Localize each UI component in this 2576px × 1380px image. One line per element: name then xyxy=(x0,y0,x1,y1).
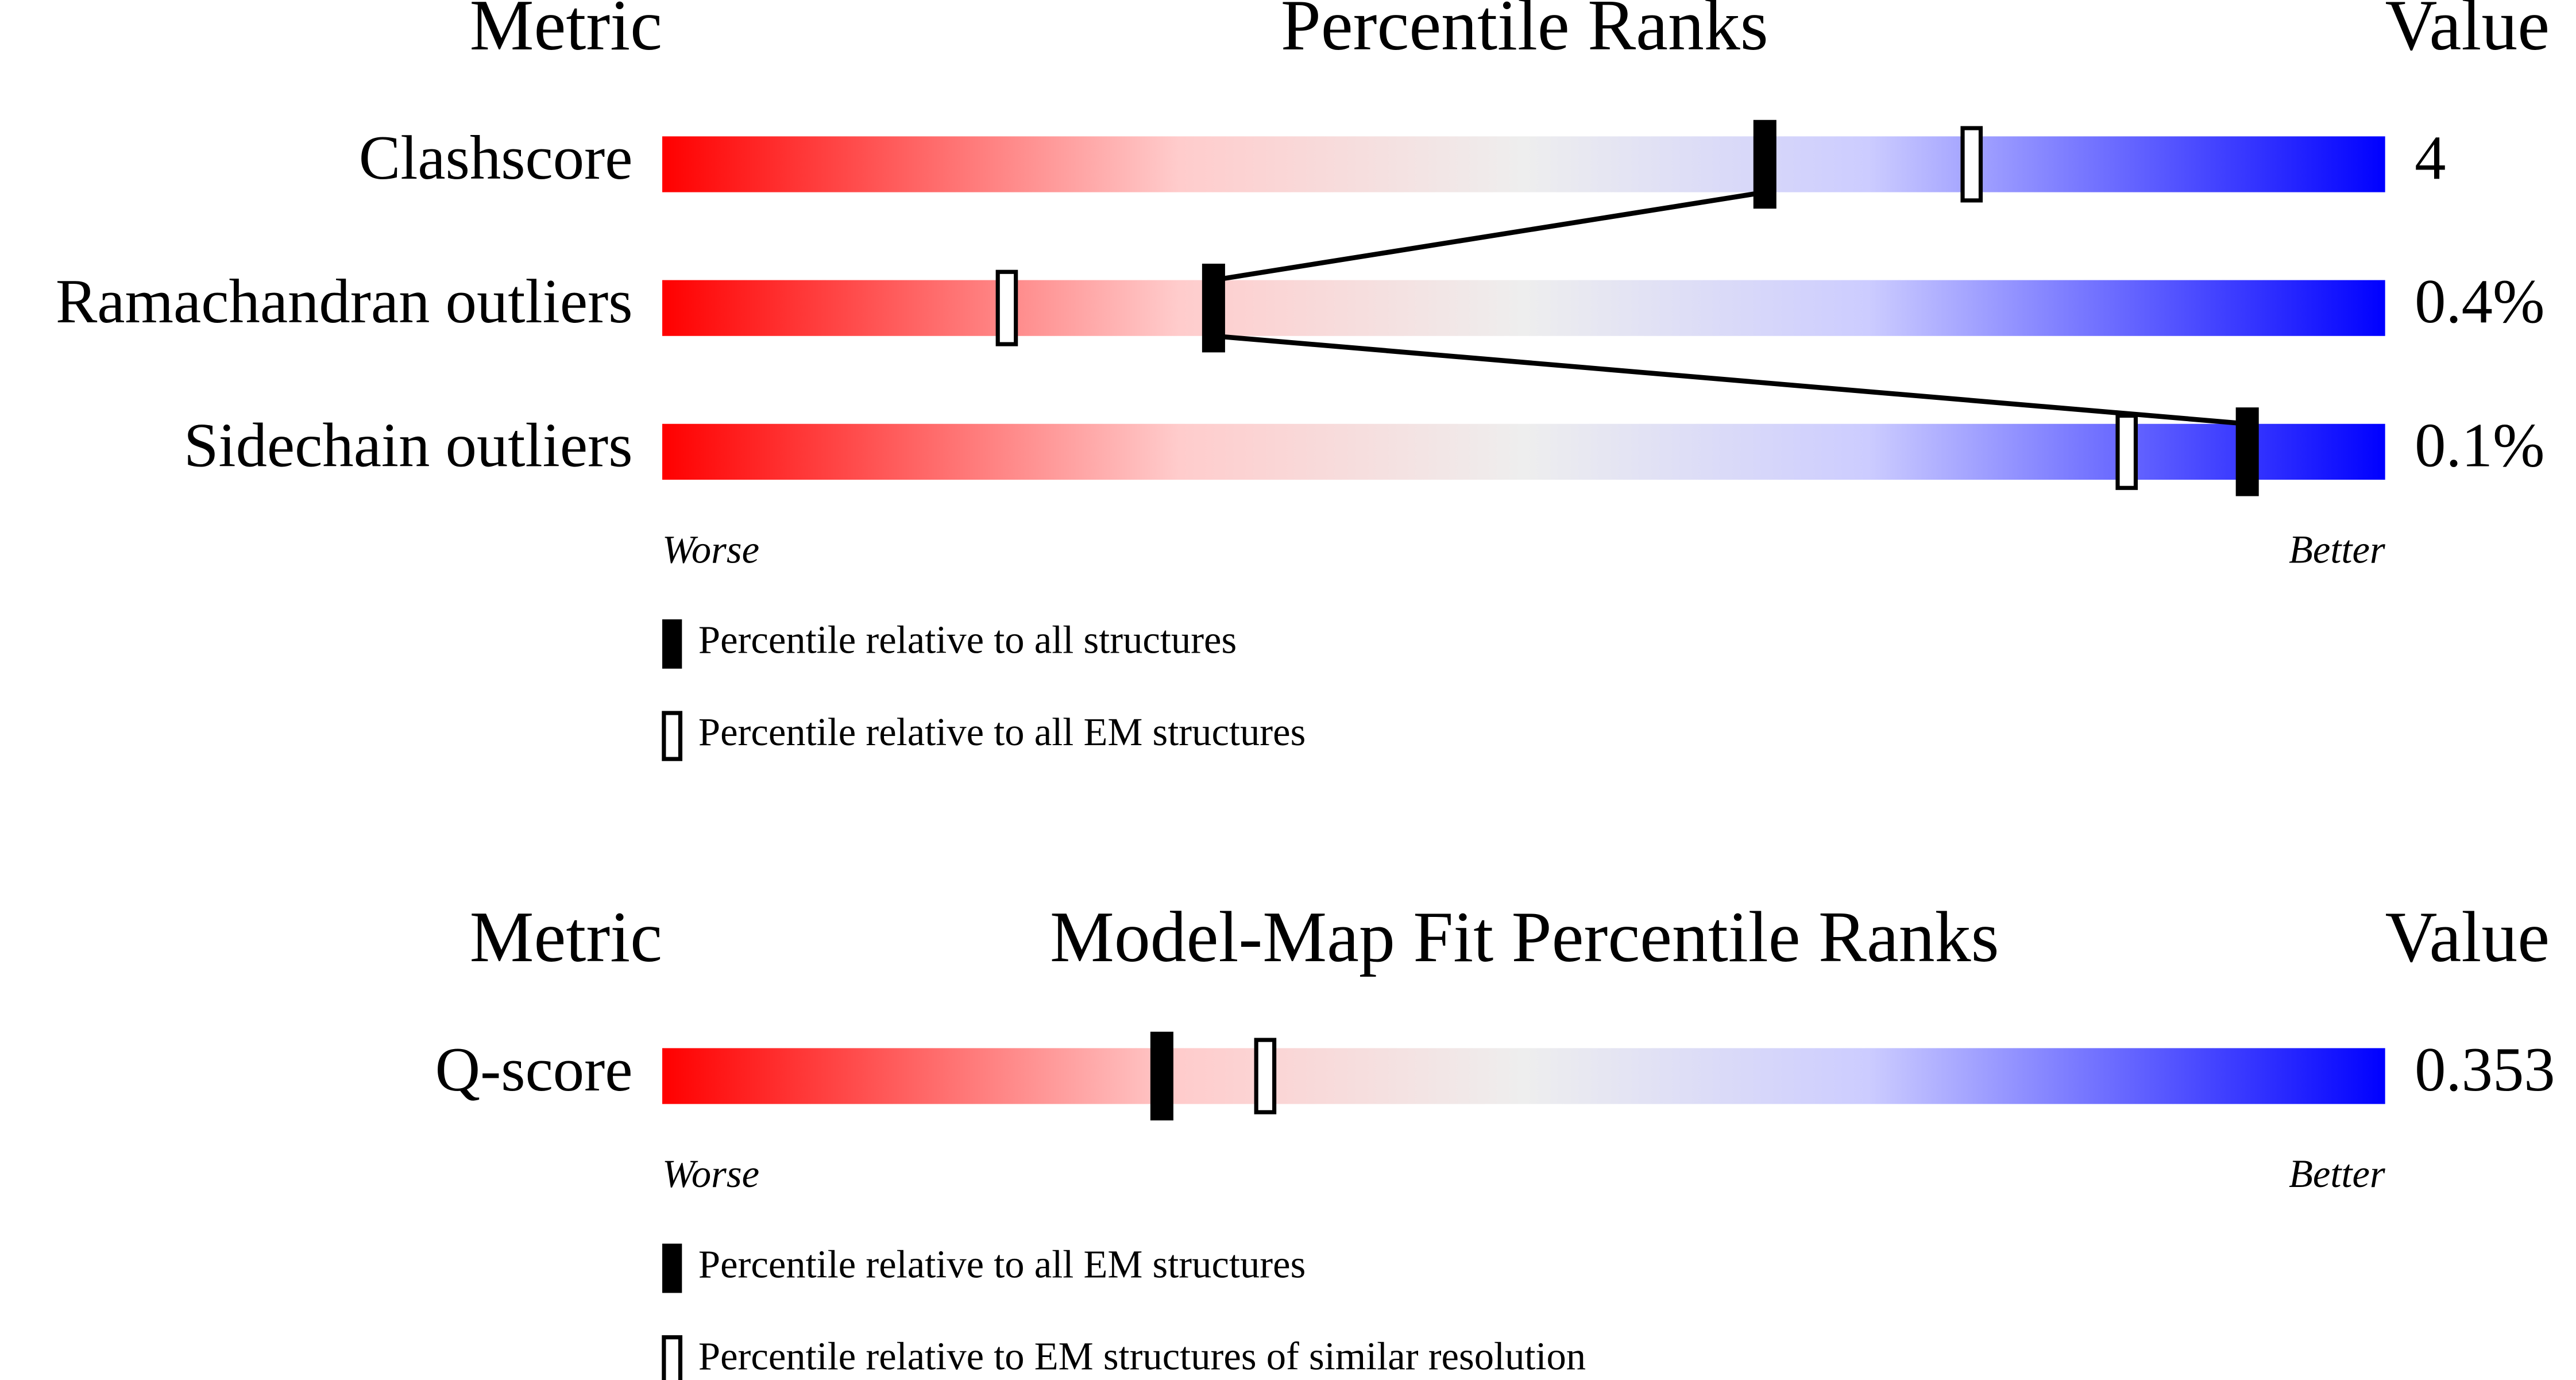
slider-bar xyxy=(662,423,2385,480)
marker-filled xyxy=(2235,407,2259,496)
metric-value: 0.353 xyxy=(2415,1035,2555,1104)
legend-label: Percentile relative to all structures xyxy=(698,618,1237,662)
metric-label: Sidechain outliers xyxy=(184,410,633,480)
better-label: Better xyxy=(2289,1152,2385,1196)
header-metric: Metric xyxy=(470,0,662,65)
metric-value: 4 xyxy=(2415,123,2446,192)
marker-filled xyxy=(1753,120,1776,209)
marker-filled xyxy=(1202,263,1225,353)
header-title: Model-Map Fit Percentile Ranks xyxy=(1050,897,1999,977)
header-metric: Metric xyxy=(470,897,662,977)
legend-label: Percentile relative to all EM structures xyxy=(698,710,1306,754)
marker-open xyxy=(2115,413,2138,490)
better-label: Better xyxy=(2289,527,2385,571)
connector xyxy=(1213,190,1766,283)
metric-label: Clashscore xyxy=(359,123,633,192)
slider-bar xyxy=(662,136,2385,192)
metric-label: Ramachandran outliers xyxy=(56,267,633,336)
legend-marker-filled xyxy=(662,1243,682,1293)
marker-open xyxy=(1960,126,1983,203)
marker-open xyxy=(995,269,1018,346)
legend-marker-open xyxy=(662,1335,683,1380)
legend-marker-filled xyxy=(662,619,682,669)
marker-filled xyxy=(1150,1031,1173,1121)
legend-marker-open xyxy=(662,711,683,761)
slider-bar xyxy=(662,1048,2385,1104)
legend-label: Percentile relative to all EM structures xyxy=(698,1242,1306,1286)
worse-label: Worse xyxy=(662,527,759,571)
metric-value: 0.4% xyxy=(2415,267,2544,336)
marker-open xyxy=(1254,1038,1277,1115)
header-title: Percentile Ranks xyxy=(1281,0,1768,65)
slider-bar xyxy=(662,280,2385,336)
metric-label: Q-score xyxy=(435,1035,633,1104)
worse-label: Worse xyxy=(662,1152,759,1196)
legend-label: Percentile relative to EM structures of … xyxy=(698,1334,1586,1378)
metric-value: 0.1% xyxy=(2415,410,2544,480)
header-value: Value xyxy=(2385,897,2550,977)
connector xyxy=(1213,333,2248,427)
header-value: Value xyxy=(2385,0,2550,65)
